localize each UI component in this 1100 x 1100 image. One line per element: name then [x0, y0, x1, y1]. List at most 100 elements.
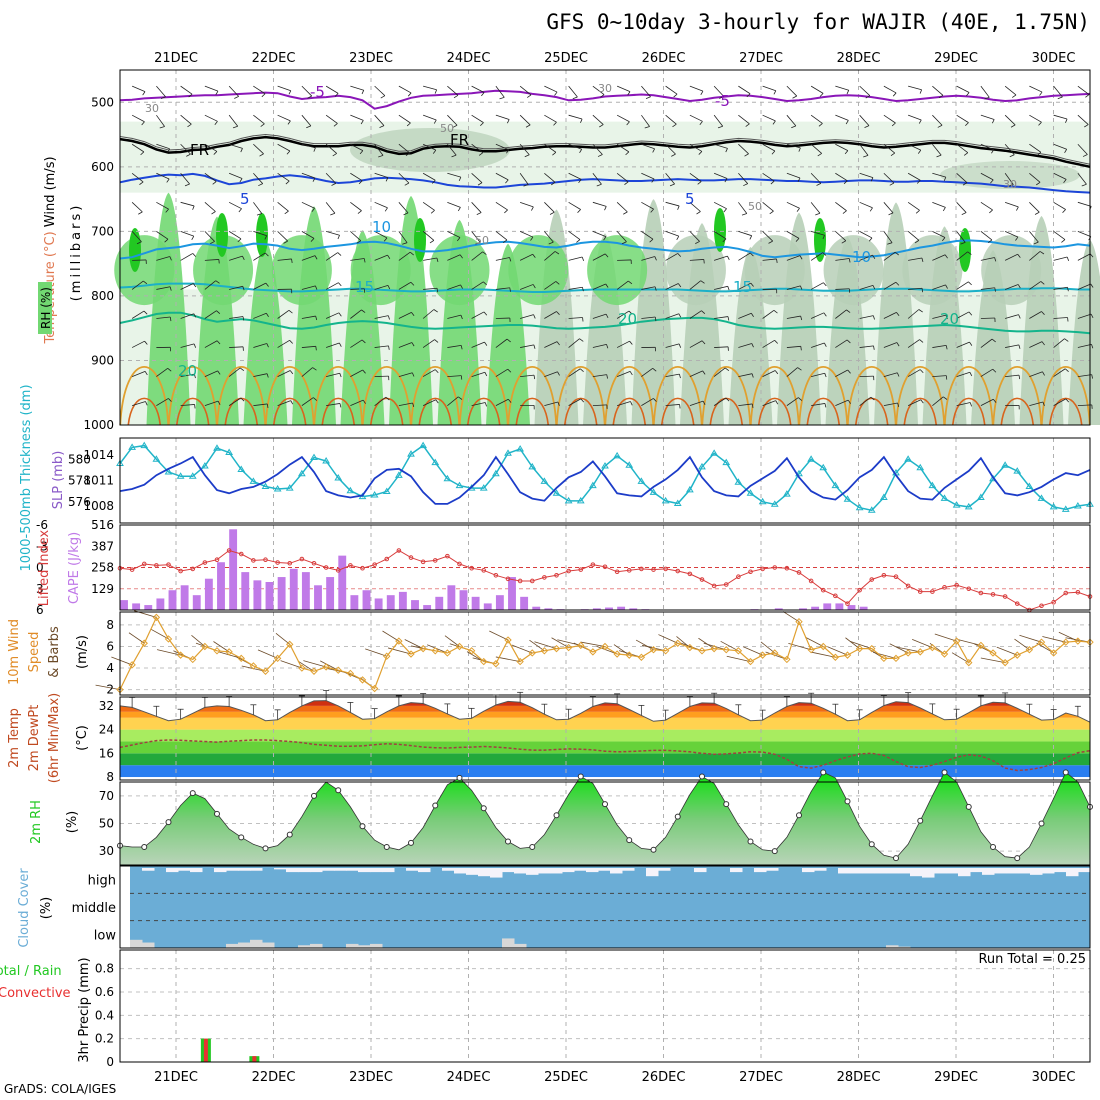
barb-shaft	[835, 201, 847, 212]
barb-shaft	[495, 338, 508, 348]
cape-bar	[265, 581, 274, 610]
rh-blob	[114, 235, 175, 306]
barb-flag	[653, 398, 657, 402]
barb-shaft	[1029, 281, 1042, 290]
barb-shaft	[447, 375, 462, 377]
surface-barb	[444, 635, 460, 647]
barb-flag	[800, 315, 803, 321]
barb-flag	[722, 238, 727, 243]
cape-bar	[338, 555, 347, 610]
barb-flag	[160, 96, 166, 100]
barb-shaft	[229, 143, 243, 149]
barb-flag	[719, 96, 724, 99]
slp-marker	[976, 493, 985, 500]
barb-flag	[795, 238, 800, 242]
barb-shaft	[883, 281, 897, 290]
barb-flag	[725, 397, 730, 402]
temp-band	[120, 741, 1090, 754]
barb-flag	[194, 374, 196, 379]
li-marker	[602, 564, 608, 570]
barb-shaft	[204, 202, 216, 212]
barb-flag	[1081, 183, 1087, 187]
surface-barb	[275, 633, 290, 645]
barb-flag	[188, 93, 193, 98]
barb-shaft	[471, 172, 483, 183]
barb-shaft	[762, 231, 773, 242]
barb-flag	[841, 240, 846, 244]
precip-ytick: 0.4	[95, 1008, 114, 1022]
wind-marker	[395, 637, 403, 645]
li-marker	[311, 560, 317, 566]
barb-shaft	[277, 114, 291, 122]
li-marker	[711, 583, 717, 589]
precip-ylabel: 3hr Precip (mm)	[77, 957, 92, 1062]
barb-flag	[551, 181, 556, 186]
slp-marker	[916, 463, 925, 471]
li-marker	[238, 551, 244, 557]
barb-flag	[847, 369, 851, 374]
cloud-high-gap	[346, 868, 359, 871]
barb-shaft	[1053, 172, 1067, 180]
slp-marker	[297, 469, 306, 477]
barb-shaft	[907, 231, 920, 241]
barb-flag	[217, 400, 221, 405]
barb-shaft	[568, 317, 583, 319]
barb-shaft	[228, 201, 242, 210]
barb-shaft	[253, 114, 265, 125]
barb-flag	[626, 121, 630, 126]
cape-bar	[617, 606, 626, 610]
contour-25	[798, 366, 849, 426]
barb-shaft	[762, 172, 775, 182]
barb-flag	[842, 210, 847, 214]
barb-shaft	[786, 397, 799, 406]
barb-flag	[460, 284, 463, 289]
wind-marker	[783, 655, 791, 664]
surface-barb	[213, 641, 230, 653]
barb-shaft	[156, 316, 171, 319]
barb-shaft	[350, 399, 364, 407]
cloud-bg	[130, 866, 1090, 948]
barb-flag	[232, 125, 238, 129]
barb-flag	[800, 285, 803, 290]
barb-shaft	[907, 399, 921, 406]
wind-marker	[746, 657, 755, 666]
barb-shaft	[616, 310, 630, 319]
surface-barb	[827, 646, 848, 656]
barb-shaft	[422, 172, 436, 181]
slp-marker	[382, 487, 391, 495]
wind-marker	[249, 662, 258, 670]
barb-flag	[1039, 251, 1045, 255]
barb-shaft	[956, 172, 968, 183]
barb-shaft	[956, 402, 971, 407]
barb-flag	[387, 254, 391, 259]
barb-flag	[312, 177, 316, 182]
barb-flag	[502, 239, 508, 244]
cape-bar	[423, 605, 432, 610]
barb-shaft	[1053, 114, 1068, 120]
barb-shaft	[859, 345, 874, 348]
barb-shaft	[1029, 202, 1040, 213]
rh-blob	[350, 235, 411, 306]
barb-shaft	[398, 342, 413, 348]
barb-flag	[505, 179, 509, 184]
barb-shaft	[568, 143, 582, 150]
cloud-high-gap	[850, 868, 863, 874]
wind-marker	[904, 649, 912, 657]
slp-marker	[285, 484, 294, 491]
li-marker	[1039, 603, 1044, 609]
barb-shaft	[519, 173, 529, 185]
li-marker	[1051, 599, 1056, 605]
barb-flag	[1008, 184, 1014, 187]
contour-25	[895, 366, 946, 426]
wind-marker	[710, 644, 718, 653]
barb-shaft	[665, 373, 680, 377]
rh-blob	[823, 235, 884, 306]
barb-flag	[380, 95, 386, 99]
barb-flag	[873, 345, 875, 350]
barb-shaft	[301, 397, 314, 406]
wind-marker	[552, 644, 561, 653]
rh-marker	[311, 792, 317, 799]
li-marker	[917, 589, 923, 594]
wind-marker	[868, 644, 876, 653]
temp-band	[120, 729, 1090, 742]
